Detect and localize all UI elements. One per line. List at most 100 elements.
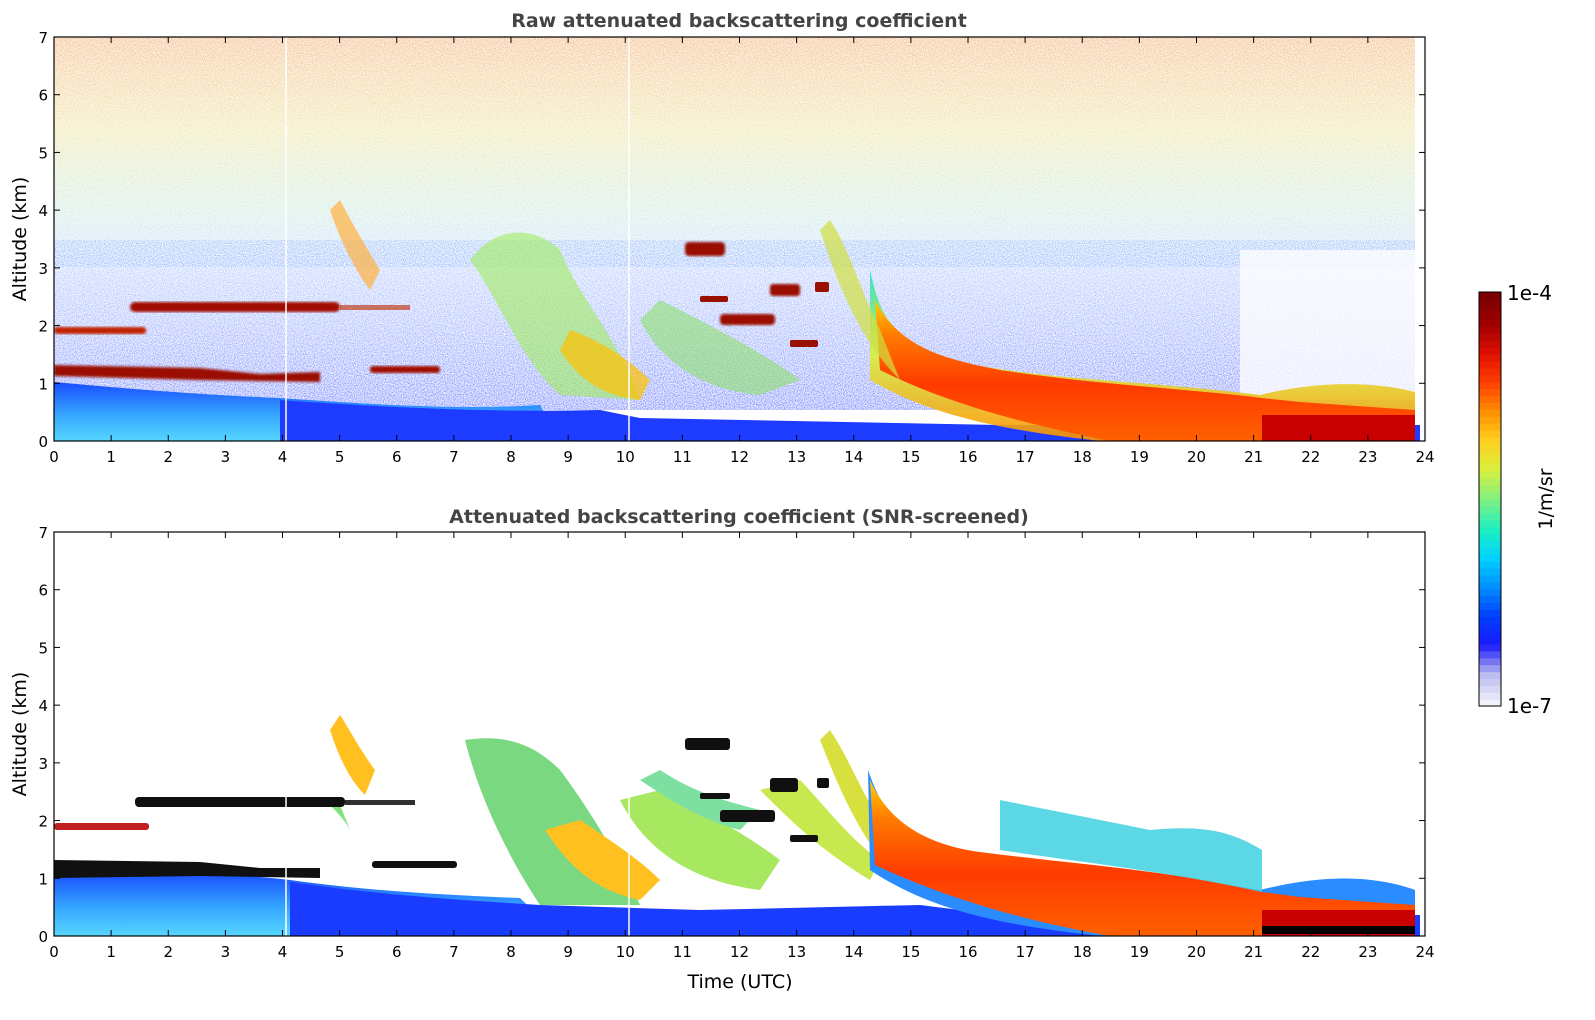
x-tick-label: 11 — [673, 448, 692, 466]
y-tick-label: 5 — [38, 144, 48, 162]
x-tick-label: 21 — [1244, 448, 1263, 466]
y-tick-label: 5 — [38, 639, 48, 657]
colorbar-cell — [1479, 436, 1501, 445]
x-tick-label: 12 — [730, 448, 749, 466]
colorbar-cell — [1479, 443, 1501, 452]
x-tick-label: 15 — [901, 448, 920, 466]
y-tick-label: 1 — [38, 375, 48, 393]
colorbar-scale — [1479, 292, 1501, 707]
colorbar-cell — [1479, 305, 1501, 314]
colorbar-cell — [1479, 568, 1501, 576]
y-tick-label: 6 — [38, 87, 48, 105]
colorbar-cell — [1479, 388, 1501, 397]
colorbar-cell — [1479, 450, 1501, 459]
colorbar-cell — [1479, 630, 1501, 638]
colorbar-cell — [1479, 402, 1501, 410]
x-tick-label: 7 — [449, 943, 459, 961]
panel-title: Attenuated backscattering coefficient (S… — [449, 506, 1029, 528]
x-tick-label: 9 — [563, 943, 573, 961]
colorbar-max-label: 1e-4 — [1507, 281, 1552, 305]
y-axis-label: Altitude (km) — [9, 672, 31, 797]
x-tick-label: 4 — [278, 943, 288, 961]
colorbar-cell — [1479, 381, 1501, 390]
y-tick-label: 6 — [38, 582, 48, 600]
x-tick-label: 17 — [1016, 943, 1035, 961]
panel-title: Raw attenuated backscattering coefficien… — [511, 10, 967, 32]
colorbar-cell — [1479, 581, 1501, 590]
y-axis-label: Altitude (km) — [9, 177, 31, 302]
x-tick-label: 9 — [563, 448, 573, 466]
x-tick-label: 21 — [1244, 943, 1263, 961]
y-tick-label: 7 — [38, 524, 48, 542]
colorbar-cell — [1479, 471, 1501, 479]
colorbar-cell — [1479, 664, 1501, 673]
colorbar-cell — [1479, 464, 1501, 472]
axes: 0 1 2 3 4 5 6 7 8 9 10 11 12 13 14 15 16 17 18 19 20 21 22 23 24… — [38, 29, 1434, 466]
colorbar-cell — [1479, 347, 1501, 355]
y-tick-label: 7 — [38, 29, 48, 47]
colorbar: 1e-4 1e-7 1/m/sr — [1478, 281, 1557, 718]
colorbar-cell — [1479, 340, 1501, 348]
x-tick-label: 10 — [616, 943, 635, 961]
colorbar-cell — [1479, 678, 1501, 686]
y-tick-label: 4 — [38, 202, 48, 220]
x-tick-label: 18 — [1073, 943, 1092, 961]
x-tick-label: 18 — [1073, 448, 1092, 466]
heatmap-image — [54, 532, 1425, 936]
x-tick-label: 20 — [1187, 448, 1206, 466]
colorbar-cell — [1479, 354, 1501, 362]
y-tick-label: 2 — [38, 318, 48, 336]
x-tick-label: 17 — [1016, 448, 1035, 466]
colorbar-cell — [1479, 416, 1501, 424]
colorbar-cell — [1479, 561, 1501, 569]
colorbar-cell — [1479, 326, 1501, 334]
x-tick-label: 15 — [901, 943, 920, 961]
y-tick-label: 0 — [38, 928, 48, 946]
x-tick-label: 7 — [449, 448, 459, 466]
colorbar-cell — [1479, 423, 1501, 431]
colorbar-unit-label: 1/m/sr — [1535, 468, 1557, 529]
x-tick-label: 16 — [958, 448, 977, 466]
x-tick-label: 2 — [163, 448, 173, 466]
colorbar-cell — [1479, 671, 1501, 679]
colorbar-cell — [1479, 692, 1501, 700]
colorbar-cell — [1479, 319, 1501, 328]
colorbar-cell — [1479, 333, 1501, 341]
x-tick-label: 8 — [506, 943, 516, 961]
colorbar-cell — [1479, 292, 1501, 300]
colorbar-cell — [1479, 554, 1501, 562]
y-tick-label: 3 — [38, 260, 48, 278]
colorbar-cell — [1479, 298, 1501, 307]
x-tick-label: 2 — [163, 943, 173, 961]
x-tick-label: 16 — [958, 943, 977, 961]
colorbar-cell — [1479, 595, 1501, 604]
colorbar-cell — [1479, 540, 1501, 548]
x-axis-label: Time (UTC) — [686, 971, 792, 993]
y-tick-label: 3 — [38, 755, 48, 773]
colorbar-cell — [1479, 574, 1501, 583]
snr-screened-panel: Attenuated backscattering coefficient (S… — [9, 506, 1435, 993]
y-tick-label: 2 — [38, 813, 48, 831]
colorbar-cell — [1479, 609, 1501, 617]
x-tick-label: 13 — [787, 943, 806, 961]
colorbar-min-label: 1e-7 — [1507, 694, 1552, 718]
x-tick-label: 11 — [673, 943, 692, 961]
colorbar-cell — [1479, 685, 1501, 693]
colorbar-cell — [1479, 643, 1501, 652]
colorbar-cell — [1479, 533, 1501, 541]
x-tick-label: 14 — [844, 448, 863, 466]
colorbar-cell — [1479, 367, 1501, 376]
x-tick-label: 6 — [392, 448, 402, 466]
x-tick-label: 22 — [1301, 448, 1320, 466]
colorbar-cell — [1479, 409, 1501, 417]
x-tick-label: 0 — [49, 448, 59, 466]
colorbar-cell — [1479, 512, 1501, 521]
colorbar-cell — [1479, 485, 1501, 493]
colorbar-cell — [1479, 657, 1501, 666]
x-tick-label: 24 — [1415, 943, 1434, 961]
x-tick-label: 23 — [1358, 448, 1377, 466]
colorbar-cell — [1479, 699, 1501, 707]
colorbar-cell — [1479, 395, 1501, 403]
colorbar-cell — [1479, 361, 1501, 369]
colorbar-cell — [1479, 478, 1501, 486]
